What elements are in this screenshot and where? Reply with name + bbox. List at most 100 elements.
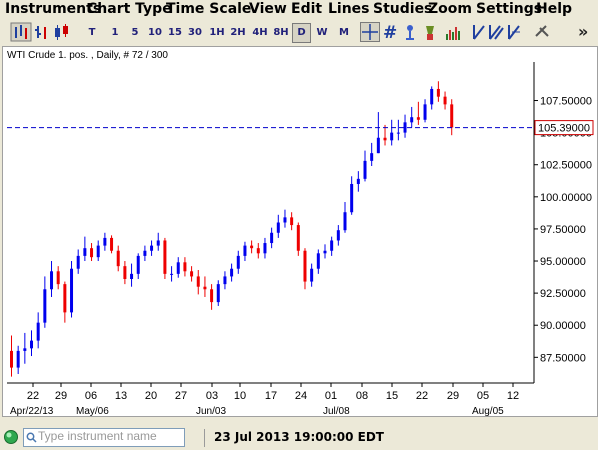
- candle-body: [63, 284, 67, 313]
- status-divider: [204, 429, 205, 447]
- candle-body: [190, 271, 194, 277]
- x-tick-label: 27: [175, 390, 187, 402]
- timeframe-tick-button[interactable]: T: [88, 27, 96, 38]
- toolbar: T 1 5 10 15 30 1H 2H 4H 8H D W M #: [0, 19, 598, 45]
- candle-body: [303, 250, 307, 282]
- channel-icon[interactable]: [489, 25, 504, 40]
- menu-lines[interactable]: Lines: [328, 1, 370, 17]
- menu-chart-type[interactable]: Chart Type: [87, 1, 172, 17]
- menu-bar: Instruments Chart Type Time Scale View E…: [0, 0, 598, 19]
- timeframe-10-button[interactable]: 10: [148, 27, 162, 38]
- toolbar-overflow-icon[interactable]: »: [578, 22, 589, 41]
- candle-body: [30, 340, 34, 349]
- menu-settings[interactable]: Settings: [476, 1, 543, 17]
- trendline-icon[interactable]: [473, 25, 485, 40]
- menu-edit[interactable]: Edit: [291, 1, 323, 17]
- chart-title: WTI Crude 1. pos. , Daily, # 72 / 300: [7, 50, 168, 61]
- y-tick-label: 97.50000: [540, 224, 586, 236]
- candle-body: [83, 248, 87, 256]
- x-tick-label: 12: [507, 390, 519, 402]
- fibonacci-icon[interactable]: [508, 25, 520, 40]
- timeframe-15-button[interactable]: 15: [168, 27, 182, 38]
- timeframe-daily-button[interactable]: D: [292, 23, 311, 43]
- chart-panel[interactable]: WTI Crude 1. pos. , Daily, # 72 / 300 10…: [2, 46, 598, 417]
- month-label: Apr/22/13: [10, 406, 54, 416]
- x-tick-label: 22: [27, 390, 39, 402]
- price-chart[interactable]: WTI Crude 1. pos. , Daily, # 72 / 300 10…: [3, 47, 597, 416]
- candle-body: [410, 117, 414, 123]
- candle-body: [416, 117, 420, 120]
- x-tick-label: 05: [477, 390, 489, 402]
- candlestick-icon[interactable]: [55, 24, 68, 40]
- candle-body: [110, 237, 114, 251]
- menu-instruments[interactable]: Instruments: [5, 1, 102, 17]
- crosshair-icon[interactable]: [360, 22, 380, 42]
- y-tick-label: 102.50000: [540, 160, 592, 172]
- candle-body: [336, 230, 340, 241]
- x-tick-label: 03: [206, 390, 218, 402]
- candle-body: [23, 348, 27, 351]
- month-label: Jun/03: [196, 406, 226, 416]
- volume-icon[interactable]: [446, 27, 460, 40]
- menu-time-scale[interactable]: Time Scale: [166, 1, 252, 17]
- candle-body: [296, 225, 300, 251]
- menu-studies[interactable]: Studies: [373, 1, 433, 17]
- candle-body: [96, 245, 100, 258]
- candle-body: [223, 276, 227, 285]
- svg-text:#: #: [383, 23, 397, 42]
- instrument-search-input[interactable]: Type instrument name: [23, 428, 185, 447]
- tool-icons: #: [360, 22, 549, 42]
- candle-body: [163, 240, 167, 274]
- ohlc-icon[interactable]: [35, 26, 46, 39]
- grid-icon[interactable]: #: [383, 23, 397, 42]
- search-icon[interactable]: [26, 432, 37, 443]
- candle-body: [363, 160, 367, 179]
- eraser-icon[interactable]: [535, 25, 549, 37]
- timeframe-8h-button[interactable]: 8H: [273, 27, 289, 38]
- timeframe-5-button[interactable]: 5: [131, 27, 139, 38]
- bar-chart-icon[interactable]: [10, 22, 32, 42]
- chart-type-icons: [10, 22, 68, 42]
- status-datetime: 23 Jul 2013 19:00:00 EDT: [214, 430, 384, 444]
- menu-help[interactable]: Help: [536, 1, 573, 17]
- alert-icon[interactable]: [426, 26, 434, 40]
- y-tick-label: 92.50000: [540, 288, 586, 300]
- candle-body: [343, 212, 347, 231]
- x-tick-label: 24: [295, 390, 307, 402]
- y-tick-label: 87.50000: [540, 352, 586, 364]
- timeframe-2h-button[interactable]: 2H: [230, 27, 246, 38]
- price-info-icon[interactable]: [406, 25, 414, 40]
- candle-body: [210, 289, 214, 303]
- y-tick-label: 107.50000: [540, 96, 592, 108]
- candle-body: [276, 222, 280, 233]
- instrument-search-placeholder: Type instrument name: [38, 429, 157, 443]
- candle-body: [450, 104, 454, 128]
- timeframe-1-button[interactable]: 1: [111, 27, 119, 38]
- candle-body: [396, 132, 400, 134]
- candle-body: [243, 245, 247, 256]
- timeframe-1h-button[interactable]: 1H: [209, 27, 225, 38]
- timeframe-monthly-button[interactable]: M: [339, 27, 349, 38]
- candle-body: [370, 153, 374, 161]
- timeframe-weekly-button[interactable]: W: [316, 27, 328, 38]
- candle-body: [323, 250, 327, 254]
- candle-body: [443, 96, 447, 105]
- x-tick-label: 22: [416, 390, 428, 402]
- timeframe-30-button[interactable]: 30: [188, 27, 202, 38]
- candle-body: [130, 273, 134, 279]
- candle-body: [183, 262, 187, 272]
- candle-body: [203, 286, 207, 290]
- current-price-label: 105.39000: [538, 123, 590, 135]
- menu-view[interactable]: View: [249, 1, 287, 17]
- timeframe-4h-button[interactable]: 4H: [252, 27, 268, 38]
- candle-body: [236, 255, 240, 269]
- candle-body: [230, 268, 234, 277]
- menu-zoom[interactable]: Zoom: [428, 1, 472, 17]
- candle-body: [50, 271, 54, 290]
- candle-body: [170, 273, 174, 275]
- candle-body: [216, 284, 220, 303]
- candle-body: [70, 268, 74, 313]
- candle-body: [116, 250, 120, 267]
- candle-body: [263, 243, 267, 254]
- connection-status-icon: [4, 430, 18, 444]
